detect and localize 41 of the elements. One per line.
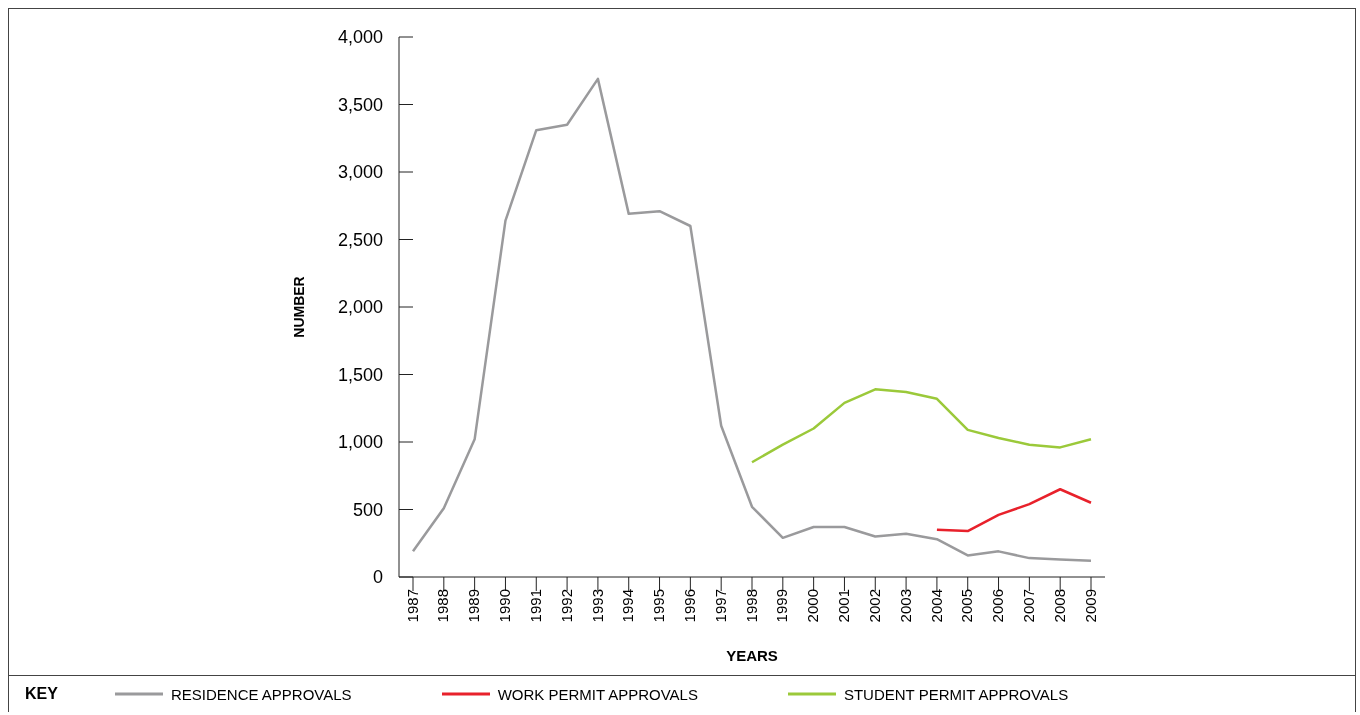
- y-tick-label: 2,500: [337, 229, 383, 250]
- x-tick-label: 1991: [526, 589, 544, 623]
- line-series: [935, 488, 1093, 533]
- line-series: [411, 77, 1093, 563]
- x-tick-label: 1992: [557, 589, 575, 623]
- legend-label: RESIDENCE APPROVALS: [171, 685, 352, 703]
- y-tick-label: 1,000: [337, 432, 383, 453]
- x-tick-label: 1997: [711, 589, 729, 623]
- y-tick-label: 3,500: [337, 94, 383, 115]
- x-tick-label: 2009: [1081, 589, 1099, 623]
- y-tick-label: 4,000: [337, 27, 383, 48]
- x-tick-label: 2001: [835, 589, 853, 623]
- x-tick-label: 1994: [619, 589, 637, 623]
- x-tick-label: 1999: [773, 589, 791, 623]
- y-tick-label: 500: [352, 499, 383, 520]
- line-series: [750, 388, 1093, 464]
- x-tick-label: 1996: [681, 589, 699, 623]
- x-tick-label: 1995: [650, 589, 668, 623]
- y-axis-title: NUMBER: [290, 276, 307, 338]
- x-tick-label: 1990: [496, 589, 514, 623]
- y-tick-label: 1,500: [337, 364, 383, 385]
- x-tick-label: 1998: [742, 589, 760, 623]
- x-tick-label: 2008: [1050, 589, 1068, 623]
- x-tick-label: 2000: [804, 589, 822, 623]
- x-tick-label: 1988: [434, 589, 452, 623]
- legend-label: WORK PERMIT APPROVALS: [497, 685, 698, 703]
- x-tick-label: 2004: [927, 589, 945, 623]
- y-tick-label: 3,000: [337, 162, 383, 183]
- x-tick-label: 2005: [958, 589, 976, 623]
- x-tick-label: 2002: [865, 589, 883, 623]
- x-tick-label: 1993: [588, 589, 606, 623]
- y-tick-label: 2,000: [337, 297, 383, 318]
- x-tick-label: 2007: [1020, 589, 1038, 623]
- x-tick-label: 1987: [403, 589, 421, 623]
- x-tick-label: 2003: [896, 589, 914, 623]
- legend-title: KEY: [25, 685, 59, 703]
- legend-label: STUDENT PERMIT APPROVALS: [843, 685, 1069, 703]
- x-tick-label: 1989: [465, 589, 483, 623]
- x-axis-title: YEARS: [726, 647, 778, 664]
- x-tick-label: 2006: [989, 589, 1007, 623]
- y-tick-label: 0: [372, 567, 383, 588]
